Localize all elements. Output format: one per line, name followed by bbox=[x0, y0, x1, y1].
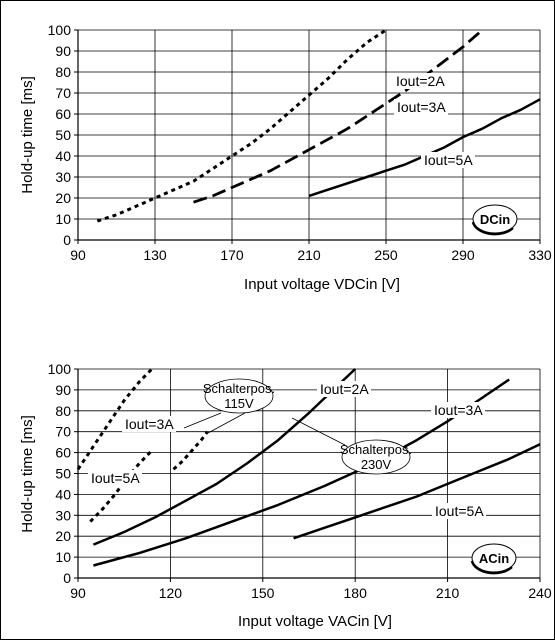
dc-xtick-label: 290 bbox=[451, 247, 475, 263]
ac-badge-text: ACin bbox=[479, 551, 509, 566]
ac-ytick-label: 30 bbox=[55, 507, 71, 523]
dc-ytick-label: 50 bbox=[55, 127, 71, 143]
ac-ytick-label: 20 bbox=[55, 528, 71, 544]
ac-callout-230v: Schalterpos. 230V bbox=[291, 417, 412, 475]
dc-ytick-label: 40 bbox=[55, 148, 71, 164]
ac-label-iout-5a-text: Iout=5A bbox=[435, 503, 484, 519]
dc-label-iout-2a: Iout=2A bbox=[393, 73, 447, 89]
ac-callout-115v-line1: Schalterpos. bbox=[203, 381, 275, 396]
dc-label-iout-2a-text: Iout=2A bbox=[396, 73, 445, 89]
dc-xtick-label: 330 bbox=[528, 247, 552, 263]
ac-series-iout-2a-dotted bbox=[172, 430, 209, 471]
ac-ylabel: Hold-up time [ms] bbox=[19, 415, 36, 533]
ac-ytick-label: 90 bbox=[55, 382, 71, 398]
ac-callout-115v-line2: 115V bbox=[224, 396, 254, 411]
ac-callout-230v-line1: Schalterpos. bbox=[340, 442, 412, 457]
ac-xtick-label: 180 bbox=[344, 585, 368, 601]
ac-ytick-label: 60 bbox=[55, 445, 71, 461]
dc-ytick-label: 60 bbox=[55, 106, 71, 122]
ac-label-iout-2a-text: Iout=2A bbox=[320, 381, 369, 397]
dc-label-iout-5a: Iout=5A bbox=[421, 152, 475, 168]
ac-xlabel: Input voltage VACin [V] bbox=[238, 613, 392, 630]
ac-xtick-label: 90 bbox=[70, 585, 86, 601]
dc-label-iout-3a: Iout=3A bbox=[394, 99, 448, 115]
ac-xtick-label: 150 bbox=[251, 585, 275, 601]
ac-label-iout-3a-dotted: Iout=3A bbox=[122, 416, 176, 432]
dc-ytick-label: 70 bbox=[55, 85, 71, 101]
dc-grid bbox=[74, 29, 541, 244]
ac-ytick-label: 0 bbox=[63, 570, 71, 586]
ac-badge: ACin bbox=[470, 543, 517, 575]
ac-xtick-label: 210 bbox=[436, 585, 460, 601]
dc-ytick-label: 30 bbox=[55, 169, 71, 185]
ac-callout-115v: Schalterpos. 115V bbox=[183, 378, 275, 434]
dc-ytick-label: 90 bbox=[55, 43, 71, 59]
ac-ytick-label: 70 bbox=[55, 424, 71, 440]
dc-ytick-label: 80 bbox=[55, 64, 71, 80]
dc-ytick-label: 10 bbox=[55, 211, 71, 227]
dc-xlabel: Input voltage VDCin [V] bbox=[244, 276, 400, 293]
dc-series-iout-2a-dotted bbox=[96, 28, 387, 223]
dc-series-iout-3a-dashed bbox=[193, 28, 484, 204]
dc-badge-text: DCin bbox=[480, 212, 510, 227]
ac-label-iout-3a-dotted-text: Iout=3A bbox=[125, 416, 174, 432]
dc-ytick-label: 0 bbox=[63, 232, 71, 248]
ac-xtick-label: 120 bbox=[159, 585, 183, 601]
ac-tick-labels: 0 10 20 30 40 50 60 70 80 90 100 90 120 150 180 210 240 bbox=[48, 361, 552, 601]
ac-label-iout-5a-dotted: Iout=5A bbox=[88, 470, 142, 486]
dc-badge: DCin bbox=[471, 204, 518, 236]
ac-ytick-label: 10 bbox=[55, 549, 71, 565]
dc-ytick-label: 100 bbox=[48, 22, 72, 38]
ac-callout-230v-line2: 230V bbox=[361, 457, 392, 472]
ac-label-iout-3a: Iout=3A bbox=[431, 402, 485, 418]
dc-ytick-label: 20 bbox=[55, 190, 71, 206]
ac-ytick-label: 80 bbox=[55, 403, 71, 419]
ac-label-iout-5a-dotted-text: Iout=5A bbox=[91, 470, 140, 486]
dc-xtick-label: 210 bbox=[297, 247, 321, 263]
dc-ylabel: Hold-up time [ms] bbox=[19, 76, 36, 194]
dc-xtick-label: 170 bbox=[220, 247, 244, 263]
ac-xtick-label: 240 bbox=[528, 585, 552, 601]
dc-chart: 0 10 20 30 40 50 60 70 80 90 100 90 130 170 210 250 290 3… bbox=[19, 22, 552, 293]
dc-xtick-label: 130 bbox=[143, 247, 167, 263]
dc-xtick-label: 90 bbox=[70, 247, 86, 263]
ac-label-iout-3a-text: Iout=3A bbox=[434, 402, 483, 418]
ac-series-iout-5a-solid bbox=[293, 443, 541, 540]
ac-ytick-label: 40 bbox=[55, 486, 71, 502]
ac-ytick-label: 100 bbox=[48, 361, 72, 377]
dc-label-iout-5a-text: Iout=5A bbox=[424, 152, 473, 168]
dc-xtick-label: 250 bbox=[374, 247, 398, 263]
ac-label-iout-5a: Iout=5A bbox=[432, 503, 486, 519]
dc-label-iout-3a-text: Iout=3A bbox=[397, 99, 446, 115]
dc-tick-labels: 0 10 20 30 40 50 60 70 80 90 100 90 130 170 210 250 290 3… bbox=[48, 22, 552, 263]
ac-ytick-label: 50 bbox=[55, 466, 71, 482]
ac-label-iout-2a: Iout=2A bbox=[317, 381, 371, 397]
ac-series-iout-2a-solid bbox=[92, 368, 357, 546]
